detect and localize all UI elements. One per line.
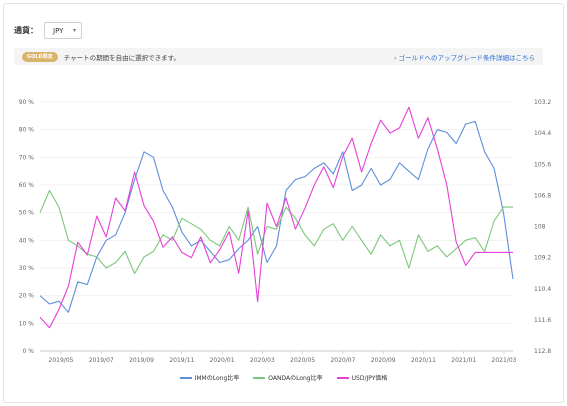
x-tick-label: 2020/11 — [411, 357, 436, 364]
gold-badge: GOLD限定 — [22, 51, 58, 62]
right-tick-label: 108 — [534, 224, 546, 231]
right-tick-label: 111.6 — [534, 317, 551, 324]
x-tick-label: 2019/11 — [169, 357, 194, 364]
x-tick-label: 2020/05 — [290, 357, 315, 364]
right-tick-label: 110.4 — [534, 286, 551, 293]
right-tick-label: 106.8 — [534, 192, 551, 199]
right-tick-label: 104.4 — [534, 130, 551, 137]
legend-swatch-imm — [179, 376, 192, 379]
legend-label-imm: IMMのLong比率 — [194, 375, 240, 382]
currency-select[interactable]: JPY ▾ — [44, 22, 82, 39]
x-tick-label: 2019/09 — [129, 357, 154, 364]
upgrade-link[interactable]: › ゴールドへのアップグレード条件詳細はこちら — [393, 53, 535, 62]
left-tick-label: 70 % — [19, 154, 35, 161]
x-tick-label: 2020/01 — [210, 357, 235, 364]
right-tick-label: 109.2 — [534, 255, 551, 262]
x-tick-label: 2019/05 — [49, 357, 74, 364]
oanda-series-line — [39, 189, 513, 275]
x-tick-label: 2021/01 — [451, 357, 476, 364]
legend-swatch-usdjpy — [336, 376, 349, 379]
imm-series-line — [39, 120, 514, 313]
legend-item-oanda[interactable]: OANDAのLong比率 — [253, 373, 323, 382]
chevron-down-icon: ▾ — [72, 27, 76, 34]
legend-label-oanda: OANDAのLong比率 — [268, 375, 323, 382]
left-tick-label: 40 % — [19, 237, 35, 244]
currency-value: JPY — [53, 26, 64, 35]
left-tick-label: 10 % — [19, 320, 35, 327]
x-tick-label: 2019/07 — [89, 357, 114, 364]
left-tick-label: 0 % — [23, 348, 35, 355]
currency-label: 通貨： — [14, 26, 38, 35]
legend-item-imm[interactable]: IMMのLong比率 — [179, 373, 240, 382]
left-tick-label: 50 % — [19, 210, 35, 217]
left-tick-label: 60 % — [19, 182, 35, 189]
gold-notice-bar: GOLD限定 チャートの期間を自由に選択できます。 › ゴールドへのアップグレー… — [14, 48, 543, 65]
legend-label-usdjpy: USD/JPY価格 — [351, 375, 388, 382]
right-tick-label: 105.6 — [534, 161, 551, 168]
legend-item-usdjpy[interactable]: USD/JPY価格 — [336, 373, 388, 382]
left-tick-label: 20 % — [19, 293, 35, 300]
notice-text: チャートの期間を自由に選択できます。 — [63, 53, 180, 62]
x-tick-label: 2020/03 — [250, 357, 275, 364]
left-tick-label: 80 % — [19, 127, 35, 134]
currency-selector-row: 通貨： JPY ▾ — [14, 22, 82, 39]
chart-legend: IMMのLong比率 OANDAのLong比率 USD/JPY価格 — [0, 373, 567, 382]
x-tick-label: 2020/07 — [330, 357, 355, 364]
x-tick-label: 2020/09 — [371, 357, 396, 364]
right-tick-label: 103.2 — [534, 99, 551, 106]
x-tick-label: 2021/03 — [492, 357, 517, 364]
usdjpy-series-line — [39, 106, 513, 329]
right-tick-label: 112.8 — [534, 348, 551, 355]
left-tick-label: 90 % — [19, 99, 35, 106]
legend-swatch-oanda — [253, 376, 266, 379]
left-tick-label: 30 % — [19, 265, 35, 272]
